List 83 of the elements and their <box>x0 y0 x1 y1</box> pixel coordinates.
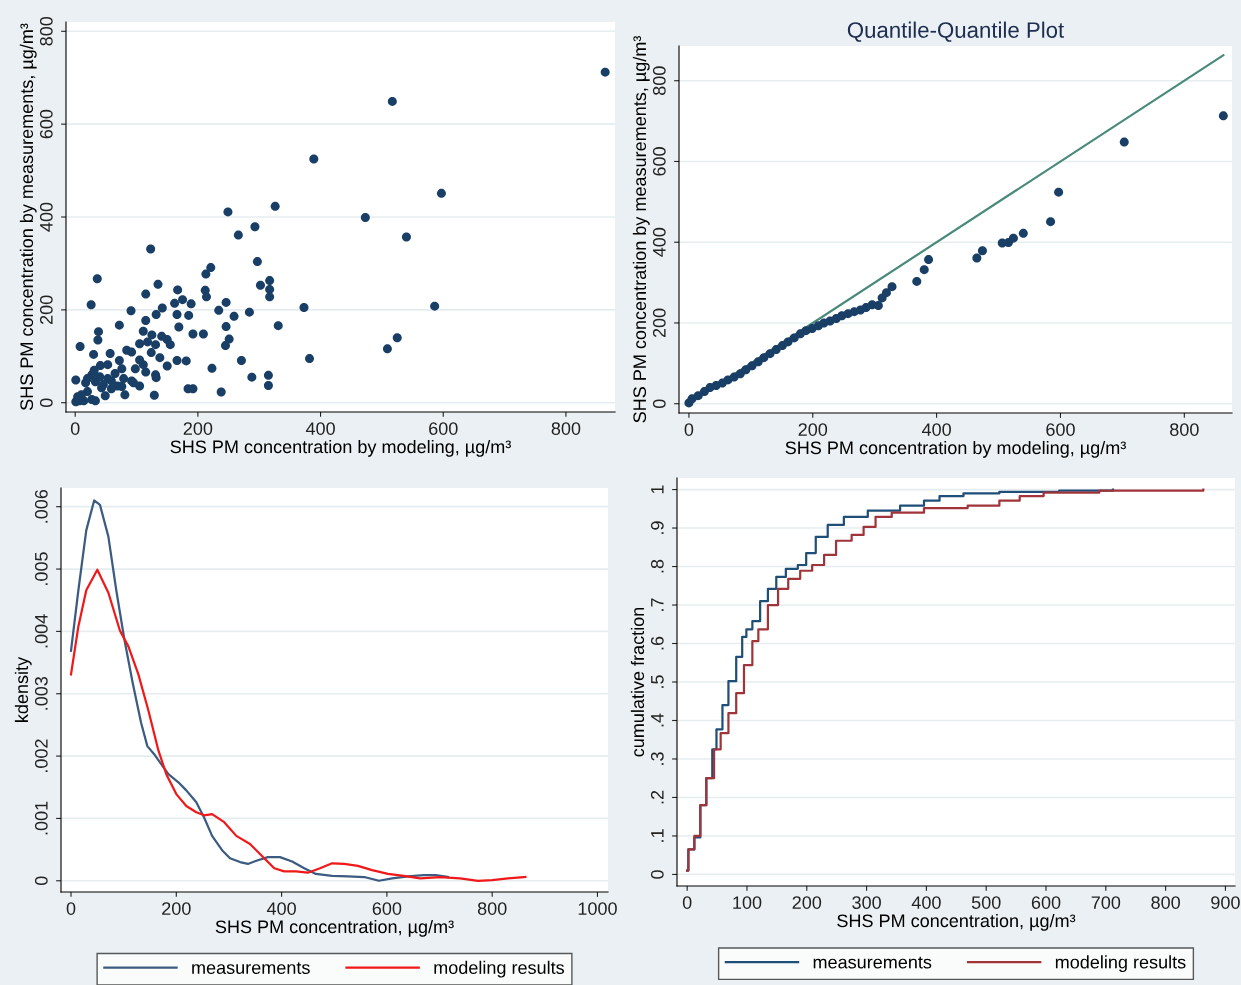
x-tick-label: 0 <box>682 896 692 909</box>
x-tick-label: 200 <box>162 902 191 915</box>
x-tick-label: 600 <box>1031 896 1061 909</box>
y-tick-label: 0 <box>39 398 53 408</box>
y-tick-label: .002 <box>34 739 48 773</box>
x-axis-title: SHS PM concentration by modeling, µg/m³ <box>170 439 511 457</box>
y-tick-label: .006 <box>34 489 48 523</box>
y-tick-label: 600 <box>652 147 666 176</box>
y-tick-label: 0 <box>652 399 666 409</box>
y-tick-label: 1 <box>651 485 664 494</box>
legend-label: modeling results <box>1055 955 1186 973</box>
y-tick-label: 0 <box>34 876 48 886</box>
legend-label: measurements <box>813 956 932 969</box>
y-tick-label: .005 <box>34 552 48 585</box>
point <box>1018 228 1028 238</box>
x-tick-label: 400 <box>921 423 951 436</box>
x-tick-label: 800 <box>551 422 581 435</box>
y-tick-label: 200 <box>652 308 666 338</box>
x-tick-label: 800 <box>1151 896 1180 909</box>
y-axis-title: kdensity <box>14 656 32 722</box>
x-tick-label: 800 <box>1170 423 1199 436</box>
x-tick-label: 400 <box>266 902 296 915</box>
y-axis-title: SHS PM concentration by measurements, µg/m³ <box>19 23 37 411</box>
point <box>972 253 982 263</box>
point <box>912 276 922 286</box>
y-tick-label: .001 <box>34 801 48 835</box>
x-tick-label: 400 <box>305 422 335 435</box>
point <box>1218 111 1228 121</box>
x-tick-label: 200 <box>792 896 822 909</box>
y-tick-label: 800 <box>39 16 53 46</box>
line-series <box>69 568 527 882</box>
legend-label: measurements <box>192 962 310 975</box>
y-tick-label: 400 <box>39 202 53 232</box>
point <box>759 353 769 363</box>
y-tick-label: .1 <box>651 829 664 842</box>
x-tick-label: 0 <box>684 423 694 436</box>
y-axis-title: cumulative fraction <box>630 607 645 757</box>
x-tick-label: 200 <box>183 422 213 435</box>
y-tick-label: .9 <box>650 521 664 534</box>
y-tick-label: .5 <box>651 675 664 688</box>
x-tick-label: 600 <box>1046 423 1075 436</box>
x-axis-title: SHS PM concentration, µg/m³ <box>215 919 454 937</box>
x-tick-label: 800 <box>477 902 507 915</box>
legend-label: modeling results <box>434 960 565 978</box>
y-tick-label: .4 <box>651 713 664 727</box>
point <box>977 246 987 256</box>
y-tick-label: .8 <box>650 559 664 573</box>
point <box>919 265 929 275</box>
y-tick-label: 200 <box>39 295 53 325</box>
y-tick-label: 0 <box>650 870 664 879</box>
x-tick-label: 600 <box>372 902 402 915</box>
y-tick-label: .2 <box>650 790 664 804</box>
x-tick-label: 1000 <box>578 902 617 915</box>
point <box>1054 187 1064 197</box>
x-tick-label: 600 <box>429 422 458 435</box>
y-tick-label: .6 <box>650 636 664 650</box>
y-tick-label: .3 <box>650 752 664 765</box>
x-axis-title: SHS PM concentration, µg/m³ <box>837 913 1076 931</box>
x-tick-label: 100 <box>733 896 762 909</box>
y-tick-label: 800 <box>652 66 666 95</box>
y-tick-label: .004 <box>34 614 48 648</box>
x-tick-label: 200 <box>798 423 828 436</box>
point <box>881 288 891 298</box>
point <box>1119 137 1129 147</box>
y-tick-label: .003 <box>34 676 48 710</box>
chart-title: Quantile-Quantile Plot <box>847 21 1065 42</box>
x-tick-label: 400 <box>911 896 941 909</box>
x-tick-label: 700 <box>1091 896 1121 909</box>
x-tick-label: 900 <box>1211 896 1240 909</box>
x-tick-label: 300 <box>852 896 881 909</box>
x-tick-label: 0 <box>70 422 80 435</box>
point <box>1046 217 1056 227</box>
point <box>887 282 897 292</box>
y-tick-label: 600 <box>39 109 53 139</box>
point <box>1008 233 1018 243</box>
y-tick-label: 400 <box>652 227 666 257</box>
x-axis-title: SHS PM concentration by modeling, µg/m³ <box>785 440 1126 458</box>
x-tick-label: 0 <box>66 902 76 915</box>
y-axis-title: SHS PM concentration by measurements, µg/m³ <box>632 35 650 423</box>
point <box>873 301 883 311</box>
point <box>924 255 934 265</box>
y-tick-label: .7 <box>651 598 664 611</box>
x-tick-label: 500 <box>971 896 1001 909</box>
